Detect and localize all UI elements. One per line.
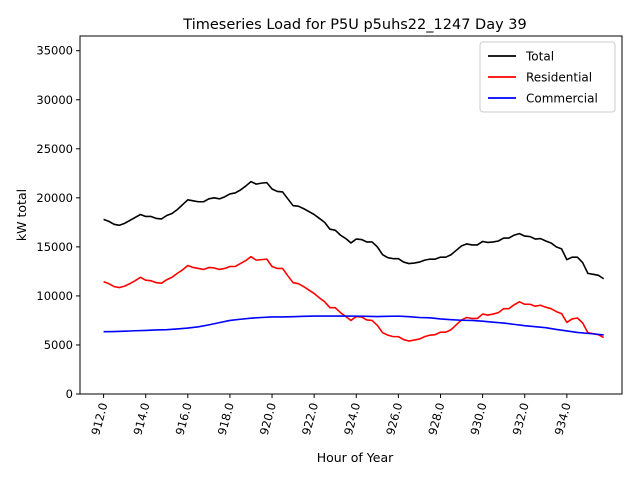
legend-label: Residential xyxy=(526,71,592,85)
legend-label: Commercial xyxy=(526,92,598,106)
legend-label: Total xyxy=(525,50,554,64)
y-tick-label: 20000 xyxy=(36,191,73,205)
chart-title: Timeseries Load for P5U p5uhs22_1247 Day… xyxy=(182,17,526,33)
legend-box xyxy=(479,41,616,113)
y-tick-label: 0 xyxy=(66,387,73,401)
y-tick-label: 30000 xyxy=(36,93,73,107)
y-tick-label: 15000 xyxy=(36,240,73,254)
y-tick-label: 5000 xyxy=(44,338,73,352)
axes-frame xyxy=(79,35,623,395)
series-line-total xyxy=(103,180,605,280)
series-layer xyxy=(103,180,605,342)
series-line-commercial xyxy=(103,315,604,336)
y-tick-label: 25000 xyxy=(36,142,73,156)
y-axis-label: kW total xyxy=(14,189,29,241)
series-line-residential xyxy=(103,255,605,342)
y-axis: 0 5000 10000 15000 20000 25000 30000 35000 xyxy=(36,44,80,401)
legend: Total Residential Commercial xyxy=(479,41,616,113)
y-tick-label: 35000 xyxy=(36,44,73,58)
x-axis-label: Hour of Year xyxy=(317,450,394,465)
y-tick-label: 10000 xyxy=(36,289,73,303)
